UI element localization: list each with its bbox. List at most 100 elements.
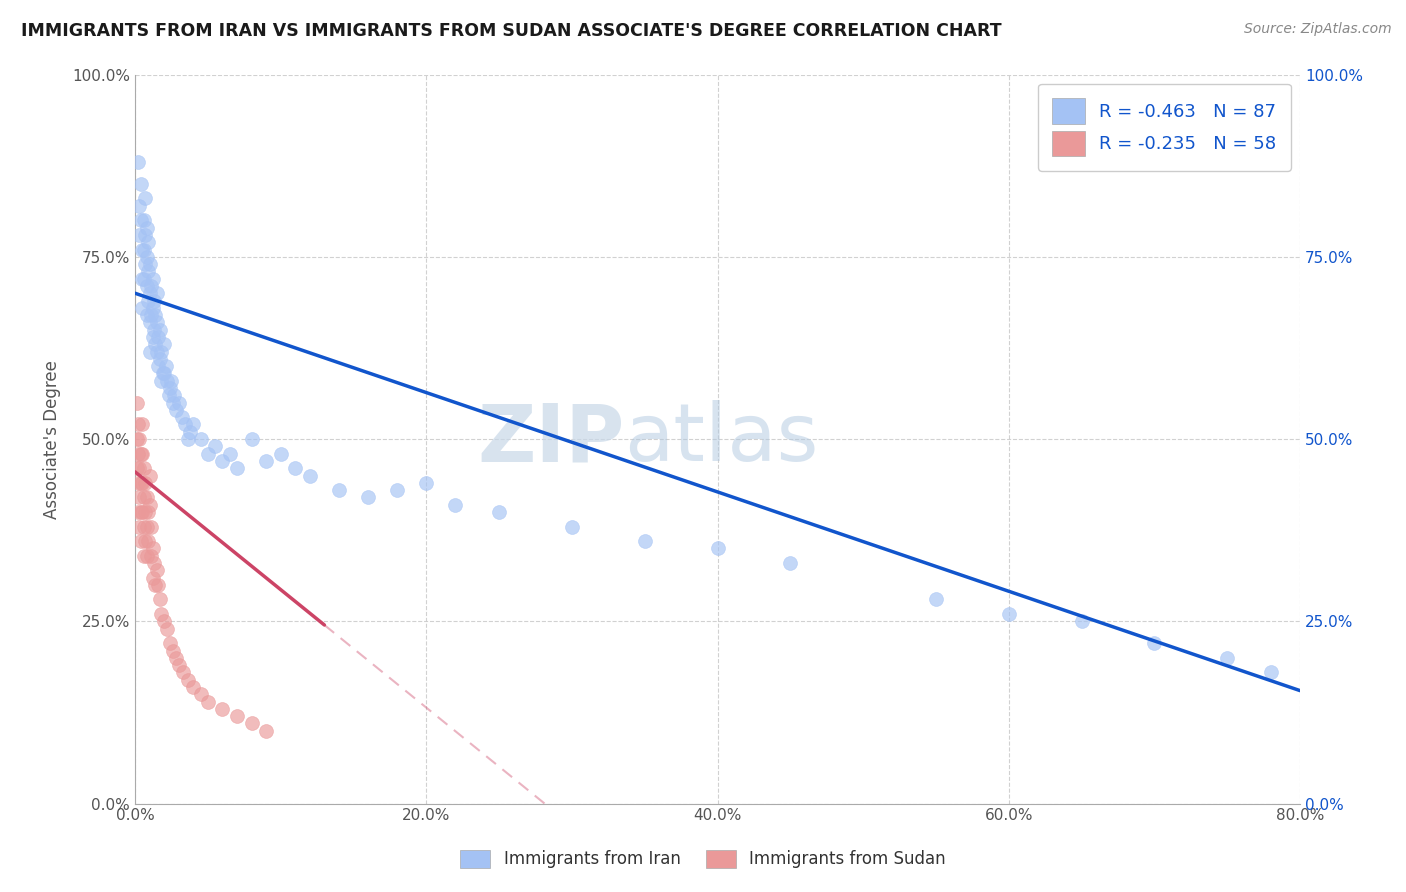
Point bbox=[197, 447, 219, 461]
Point bbox=[211, 702, 233, 716]
Point bbox=[139, 279, 162, 293]
Point bbox=[132, 271, 155, 285]
Point bbox=[127, 417, 149, 432]
Point bbox=[153, 367, 176, 381]
Point bbox=[143, 323, 166, 337]
Point bbox=[142, 571, 165, 585]
Point bbox=[1143, 636, 1166, 650]
Point bbox=[226, 461, 249, 475]
Point bbox=[143, 293, 166, 308]
Point bbox=[128, 461, 150, 475]
Point bbox=[284, 461, 307, 475]
Point bbox=[149, 592, 172, 607]
Point bbox=[152, 367, 174, 381]
Point bbox=[134, 534, 156, 549]
Point bbox=[270, 447, 292, 461]
Point bbox=[134, 505, 156, 519]
Point bbox=[128, 199, 150, 213]
Point bbox=[129, 447, 152, 461]
Point bbox=[162, 395, 184, 409]
Point bbox=[146, 286, 169, 301]
Point bbox=[132, 461, 155, 475]
Point bbox=[125, 432, 148, 446]
Point bbox=[131, 505, 153, 519]
Point bbox=[148, 578, 170, 592]
Point bbox=[134, 227, 156, 242]
Point bbox=[148, 359, 170, 373]
Point bbox=[254, 723, 277, 738]
Point bbox=[165, 650, 187, 665]
Point bbox=[204, 439, 226, 453]
Point bbox=[357, 491, 380, 505]
Point bbox=[328, 483, 350, 497]
Text: Source: ZipAtlas.com: Source: ZipAtlas.com bbox=[1244, 22, 1392, 37]
Point bbox=[138, 315, 160, 329]
Point bbox=[131, 447, 153, 461]
Point bbox=[127, 475, 149, 490]
Point bbox=[634, 534, 657, 549]
Point bbox=[146, 315, 169, 329]
Point bbox=[127, 155, 149, 169]
Point bbox=[159, 381, 181, 395]
Point bbox=[561, 519, 583, 533]
Point bbox=[149, 323, 172, 337]
Point bbox=[925, 592, 948, 607]
Point bbox=[176, 673, 198, 687]
Point bbox=[165, 403, 187, 417]
Point bbox=[138, 468, 160, 483]
Text: atlas: atlas bbox=[624, 401, 818, 478]
Point bbox=[134, 191, 156, 205]
Point bbox=[125, 461, 148, 475]
Point bbox=[211, 454, 233, 468]
Point bbox=[138, 257, 160, 271]
Point bbox=[135, 308, 157, 322]
Point bbox=[143, 556, 166, 570]
Point bbox=[135, 491, 157, 505]
Point bbox=[706, 541, 728, 556]
Point bbox=[155, 359, 177, 373]
Point bbox=[135, 549, 157, 563]
Point bbox=[138, 498, 160, 512]
Point bbox=[150, 374, 173, 388]
Point bbox=[150, 344, 173, 359]
Point bbox=[240, 432, 263, 446]
Point bbox=[149, 351, 172, 366]
Point bbox=[997, 607, 1019, 621]
Point bbox=[145, 337, 167, 351]
Legend: Immigrants from Iran, Immigrants from Sudan: Immigrants from Iran, Immigrants from Su… bbox=[453, 841, 953, 877]
Point bbox=[146, 563, 169, 577]
Point bbox=[128, 491, 150, 505]
Point bbox=[125, 395, 148, 409]
Point bbox=[132, 519, 155, 533]
Point bbox=[240, 716, 263, 731]
Point bbox=[145, 578, 167, 592]
Point bbox=[136, 235, 159, 250]
Point bbox=[179, 425, 201, 439]
Point bbox=[387, 483, 409, 497]
Point bbox=[132, 549, 155, 563]
Point bbox=[128, 519, 150, 533]
Point bbox=[142, 330, 165, 344]
Point bbox=[142, 301, 165, 315]
Point bbox=[135, 220, 157, 235]
Point bbox=[129, 213, 152, 227]
Point bbox=[138, 286, 160, 301]
Point bbox=[134, 257, 156, 271]
Point bbox=[129, 505, 152, 519]
Point bbox=[415, 475, 437, 490]
Point bbox=[183, 680, 205, 694]
Point bbox=[142, 271, 165, 285]
Point bbox=[136, 505, 159, 519]
Point bbox=[132, 243, 155, 257]
Text: ZIP: ZIP bbox=[477, 401, 624, 478]
Point bbox=[131, 417, 153, 432]
Point bbox=[136, 534, 159, 549]
Point bbox=[128, 227, 150, 242]
Y-axis label: Associate's Degree: Associate's Degree bbox=[44, 359, 60, 518]
Point bbox=[134, 475, 156, 490]
Text: IMMIGRANTS FROM IRAN VS IMMIGRANTS FROM SUDAN ASSOCIATE'S DEGREE CORRELATION CHA: IMMIGRANTS FROM IRAN VS IMMIGRANTS FROM … bbox=[21, 22, 1001, 40]
Point bbox=[173, 417, 195, 432]
Point bbox=[131, 301, 153, 315]
Point bbox=[183, 417, 205, 432]
Point bbox=[136, 264, 159, 278]
